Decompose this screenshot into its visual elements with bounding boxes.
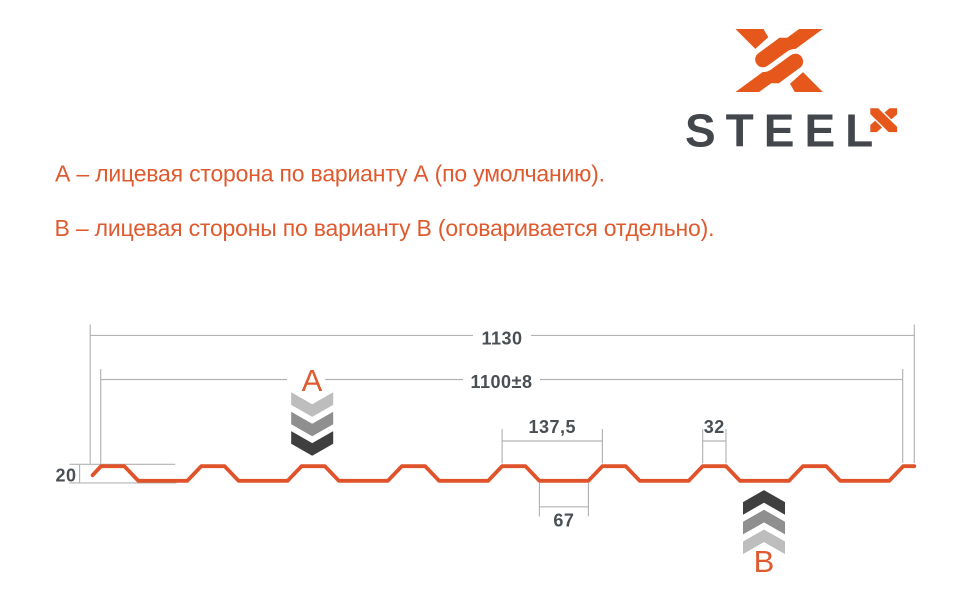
side-b-label: В — [754, 544, 775, 579]
logo-x-suffix-icon — [870, 108, 898, 133]
steelx-logo: STEEL — [685, 29, 898, 157]
steelx-mark-icon — [735, 29, 823, 92]
dim-ribtop-label: 32 — [704, 417, 725, 437]
dim-module-label: 137,5 — [529, 417, 577, 437]
side-b-marker: В — [743, 490, 785, 579]
logo-word: STEEL — [685, 105, 883, 157]
dimension-lines — [69, 324, 915, 517]
dimension-labels: 1130 1100±8 137,5 32 67 20 — [55, 329, 724, 531]
mark-bottom-right-wedge — [790, 72, 823, 92]
side-b-chevrons-icon — [743, 490, 785, 555]
mark-bottom-hook — [735, 53, 804, 92]
profile-diagram: 1130 1100±8 137,5 32 67 20 А В — [55, 324, 917, 579]
profile-section-line — [90, 464, 917, 483]
dim-height-label: 20 — [55, 466, 76, 486]
dim-overall-label: 1130 — [481, 329, 522, 349]
dim-ribbottom-label: 67 — [553, 510, 574, 530]
mark-top-hook — [755, 29, 823, 68]
label-gaps — [287, 327, 540, 388]
note-line-a: А – лицевая сторона по варианту А (по ум… — [55, 161, 605, 187]
notes: А – лицевая сторона по варианту А (по ум… — [55, 161, 715, 242]
note-line-b: В – лицевая стороны по варианту В (огова… — [55, 215, 715, 241]
side-a-marker: А — [291, 363, 334, 456]
side-a-label: А — [302, 363, 323, 398]
dim-working-label: 1100±8 — [471, 372, 533, 392]
mark-top-left-wedge — [735, 29, 769, 49]
side-a-chevrons-icon — [291, 392, 334, 456]
